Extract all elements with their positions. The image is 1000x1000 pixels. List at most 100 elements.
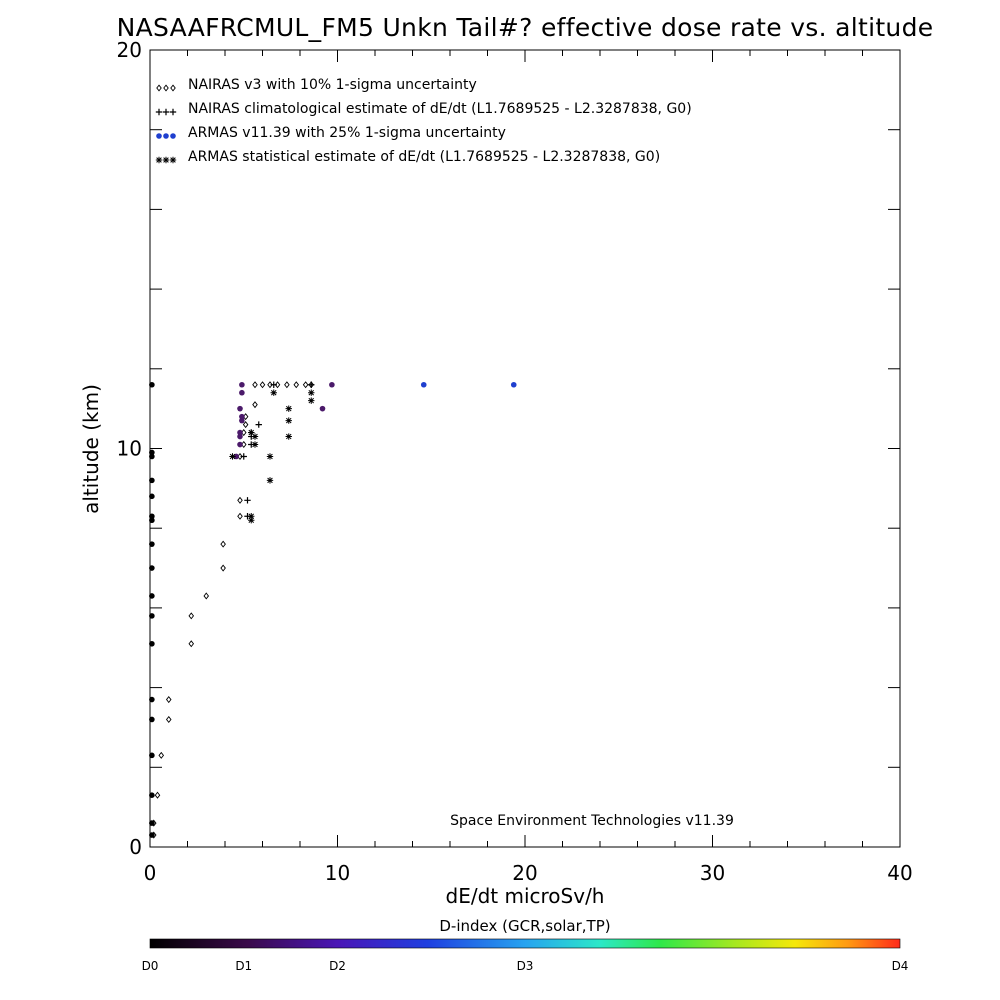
y-tick-label: 10 (117, 437, 142, 461)
series-3-point (149, 493, 155, 500)
series-4-point (285, 433, 292, 440)
series-1-point (203, 592, 210, 600)
series-4-point (285, 405, 292, 412)
series-3-point (239, 389, 245, 396)
series-1-point (259, 381, 266, 389)
series-3-point (149, 716, 155, 723)
legend-entry-2: NAIRAS climatological estimate of dE/dt … (188, 101, 692, 117)
series-3-point (510, 381, 517, 388)
series-1-point (220, 564, 226, 572)
series-2-point (255, 421, 262, 428)
legend-marker (170, 84, 176, 92)
legend-marker (163, 84, 169, 92)
credit-text: Space Environment Technologies v11.39 (450, 813, 734, 829)
legend-marker (170, 133, 176, 139)
series-3-point (149, 449, 155, 456)
series-3-point (237, 441, 243, 448)
y-tick-label: 0 (129, 835, 142, 859)
legend-marker (155, 156, 163, 164)
series-3-point (239, 417, 245, 424)
colorbar-tick-label: D0 (142, 959, 159, 973)
series-3-point (149, 613, 155, 619)
x-axis-label: dE/dt microSv/h (446, 884, 605, 908)
series-4-point (266, 453, 274, 460)
series-3-point (149, 820, 155, 826)
series-3-point (149, 381, 155, 388)
legend-marker (162, 156, 170, 164)
series-1-point (302, 381, 309, 389)
series-4-point (248, 429, 255, 436)
x-tick-label: 10 (325, 861, 350, 885)
series-2-point (270, 381, 277, 388)
legend-marker (156, 84, 162, 92)
y-tick-label: 20 (117, 38, 142, 62)
series-4-point (270, 389, 277, 396)
legend-marker (169, 156, 177, 164)
plot-frame (149, 49, 901, 848)
series-3-point (149, 832, 155, 838)
series-3-point (237, 429, 243, 436)
x-tick-label: 20 (512, 861, 537, 885)
series-4-point (248, 517, 255, 524)
colorbar-tick-label: D1 (235, 959, 252, 973)
series-1-point (237, 496, 243, 504)
series-3-point (149, 513, 155, 520)
series-1-point (154, 791, 161, 799)
y-axis-label: altitude (km) (79, 384, 103, 514)
series-3-point (239, 381, 245, 388)
series-3-point (149, 453, 155, 460)
series-3-point (149, 752, 155, 759)
series-1-point (284, 381, 290, 389)
x-tick-label: 0 (144, 861, 157, 885)
series-1-point (188, 640, 195, 648)
series-1-point (165, 715, 172, 724)
series-1-point (237, 512, 243, 520)
series-1-point (188, 612, 195, 620)
x-tick-label: 40 (887, 861, 912, 885)
legend: NAIRAS v3 with 10% 1-sigma uncertainty NA… (155, 77, 692, 165)
legend-marker (162, 108, 170, 116)
legend-marker (169, 108, 177, 116)
series-3-point (319, 405, 326, 412)
series-3-point (149, 517, 155, 524)
series-3-point (237, 433, 243, 440)
series-3-point (149, 593, 155, 599)
series-1-point (220, 540, 226, 548)
chart-title: NASAAFRCMUL_FM5 Unkn Tail#? effective do… (117, 13, 934, 42)
series-2-point (308, 381, 315, 388)
series-3-point (329, 381, 335, 388)
series-3-point (149, 477, 155, 484)
series-1-point (293, 381, 300, 389)
series-4-point (285, 417, 292, 424)
series-3-point (233, 453, 240, 460)
tick-labels: 0 10 20 30 40 0 10 20 (117, 38, 913, 885)
series-4-point (251, 433, 259, 440)
series-4-point (308, 397, 315, 404)
series-3-point (149, 541, 155, 547)
series-3-point (149, 640, 155, 647)
series-3-point (149, 792, 155, 798)
series-3-point (239, 413, 245, 420)
legend-entry-1: NAIRAS v3 with 10% 1-sigma uncertainty (188, 77, 477, 93)
legend-entry-4: ARMAS statistical estimate of dE/dt (L1.… (188, 149, 660, 165)
series-2-point (240, 453, 247, 460)
legend-entry-3: ARMAS v11.39 with 25% 1-sigma uncertaint… (188, 125, 506, 141)
series-2-point (244, 497, 251, 504)
colorbar-label: D-index (GCR,solar,TP) (439, 917, 610, 935)
colorbar (149, 938, 901, 949)
data-points (149, 381, 517, 839)
series-1-point (252, 381, 258, 389)
legend-marker (163, 133, 169, 139)
series-1-point (267, 381, 273, 389)
colorbar-tick-label: D4 (892, 959, 909, 973)
colorbar-ticks: D0 D1 D2 D3 D4 (142, 959, 909, 973)
series-4-point (308, 389, 315, 396)
colorbar-tick-label: D3 (517, 959, 534, 973)
series-1-point (274, 381, 281, 389)
series-4-point (266, 477, 274, 484)
series-4-point (251, 441, 259, 448)
x-tick-label: 30 (700, 861, 725, 885)
colorbar-tick-label: D2 (329, 959, 346, 973)
series-3-point (149, 565, 155, 571)
